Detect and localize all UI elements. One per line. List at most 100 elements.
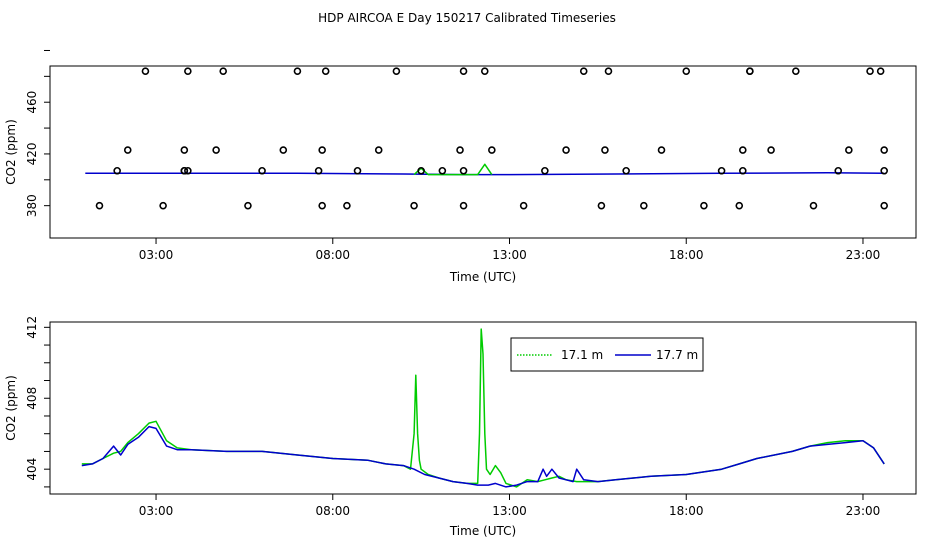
- panel-2-y-tick-label: 404: [25, 458, 39, 481]
- panel-1-data-point: [159, 201, 167, 210]
- panel-2-x-axis: 03:00 08:00 13:00 18:00 23:00: [139, 494, 881, 518]
- panel-1-data-point: [880, 166, 888, 175]
- panel-1-x-tick-label: 03:00: [139, 248, 174, 262]
- panel-1-data-point: [519, 201, 528, 210]
- panel-1-data-point: [459, 201, 468, 210]
- panel-2-x-tick-label: 13:00: [492, 504, 527, 518]
- panel-1-data-point: [392, 67, 401, 75]
- panel-1-data-point: [866, 67, 874, 75]
- figure-title: HDP AIRCOA E Day 150217 Calibrated Times…: [318, 11, 616, 25]
- panel-1-data-point: [809, 201, 818, 210]
- panel-1-data-point: [488, 146, 496, 154]
- legend: 17.1 m 17.7 m: [510, 337, 704, 372]
- panel-1-x-tick-label: 18:00: [669, 248, 704, 262]
- panel-1-y-tick-label: 460: [25, 91, 39, 114]
- panel-1-data-point: [318, 201, 326, 210]
- panel-1-data-point: [410, 201, 418, 210]
- panel-1-series: [85, 163, 885, 176]
- panel-1-frame: [49, 65, 917, 239]
- panel-1-data-point: [258, 166, 266, 175]
- panel-1-data-point: [456, 146, 464, 154]
- panel-1-data-point: [601, 146, 609, 154]
- panel-1-data-point: [244, 201, 252, 210]
- panel-2-series-line: [81, 328, 885, 488]
- panel-2-y-tick-label: 412: [25, 316, 39, 339]
- panel-1-data-point: [95, 201, 104, 210]
- panel-1-x-axis: 03:00 08:00 13:00 18:00 23:00: [139, 238, 881, 262]
- panel-1-data-point: [717, 166, 726, 175]
- panel-1-data-point: [123, 146, 132, 154]
- panel-2-series-line: [81, 425, 885, 488]
- panel-1-data-point: [541, 166, 549, 175]
- panel-1-data-point: [579, 67, 588, 75]
- panel-1-y-tick-label: 420: [25, 142, 39, 165]
- panel-1-data-point: [682, 67, 691, 75]
- panel-1-data-point: [279, 146, 288, 154]
- panel-1-data-point: [604, 67, 613, 75]
- panel-1-data-point: [353, 166, 362, 175]
- panel-1-data-point: [219, 67, 227, 75]
- panel-1-data-point: [459, 67, 468, 75]
- panel-2-x-tick-label: 03:00: [139, 504, 174, 518]
- panel-1-data-point: [438, 166, 447, 175]
- panel-1-data-point: [622, 166, 630, 175]
- panel-1-x-tick-label: 23:00: [846, 248, 881, 262]
- panel-1-data-point: [184, 67, 192, 75]
- panel-1-data-point: [657, 146, 666, 154]
- panel-1-data-point: [459, 166, 468, 175]
- panel-1-data-point: [293, 67, 302, 75]
- panel-1-data-point: [700, 201, 708, 210]
- panel-1-points: [95, 67, 888, 210]
- panel-2-ylabel: CO2 (ppm): [4, 375, 18, 441]
- panel-1-data-point: [876, 67, 885, 75]
- panel-1-data-point: [314, 166, 323, 175]
- panel-2-x-tick-label: 08:00: [315, 504, 350, 518]
- panel-1-data-point: [141, 67, 150, 75]
- panel-1-data-point: [792, 67, 800, 75]
- panel-1-data-point: [834, 166, 843, 175]
- panel-1-data-point: [597, 201, 606, 210]
- panel-1-x-tick-label: 13:00: [492, 248, 527, 262]
- panel-1-data-point: [113, 166, 121, 175]
- panel-2: 03:00 08:00 13:00 18:00 23:00 404 408 412 Time…: [4, 316, 917, 538]
- panel-1-ylabel: CO2 (ppm): [4, 119, 18, 185]
- legend-label-17-7m: 17.7 m: [656, 348, 698, 362]
- panel-2-x-tick-label: 18:00: [669, 504, 704, 518]
- panel-1-data-point: [212, 146, 220, 154]
- panel-1-data-point: [318, 146, 326, 154]
- panel-1-data-point: [746, 67, 754, 75]
- panel-2-series: [81, 328, 885, 488]
- panel-2-x-tick-label: 23:00: [846, 504, 881, 518]
- panel-1-data-point: [845, 146, 853, 154]
- panel-1-data-point: [738, 166, 747, 175]
- panel-1-y-tick-label: 380: [25, 194, 39, 217]
- panel-1-data-point: [374, 146, 383, 154]
- panel-1-data-point: [321, 67, 330, 75]
- panel-1-data-point: [562, 146, 570, 154]
- panel-2-y-tick-label: 408: [25, 387, 39, 410]
- legend-box: [510, 337, 704, 372]
- panel-1-xlabel: Time (UTC): [449, 270, 516, 284]
- panel-2-y-axis: 404 408 412: [25, 316, 50, 488]
- panel-1-data-point: [480, 67, 489, 75]
- panel-1-data-point: [180, 166, 189, 175]
- panel-1-data-point: [880, 201, 888, 210]
- panel-1-data-point: [738, 146, 747, 154]
- panel-1-data-point: [640, 201, 648, 210]
- panel-1: 03:00 08:00 13:00 18:00 23:00 380 420 460 Time…: [4, 49, 917, 284]
- panel-1-y-axis: 380 420 460: [25, 49, 50, 217]
- panel-2-frame: [49, 321, 917, 495]
- panel-1-data-point: [417, 166, 425, 175]
- legend-label-17-1m: 17.1 m: [561, 348, 603, 362]
- panel-1-series-line: [413, 163, 493, 176]
- panel-1-data-point: [735, 201, 744, 210]
- panel-1-data-point: [343, 201, 351, 210]
- panel-1-data-point: [184, 166, 192, 175]
- panel-1-data-point: [180, 146, 189, 154]
- panel-1-data-point: [767, 146, 775, 154]
- panel-2-xlabel: Time (UTC): [449, 524, 516, 538]
- panel-1-x-tick-label: 08:00: [315, 248, 350, 262]
- panel-1-series-line: [85, 171, 885, 176]
- panel-1-data-point: [880, 146, 888, 154]
